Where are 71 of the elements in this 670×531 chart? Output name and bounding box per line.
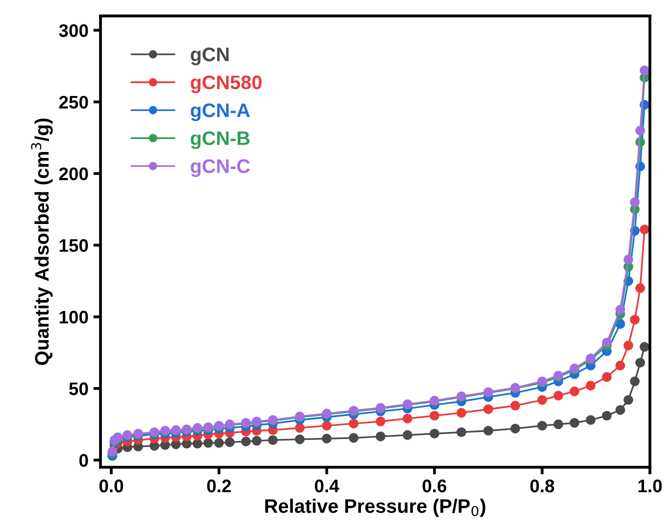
point xyxy=(553,390,564,400)
y-tick-label: 0 xyxy=(79,454,88,467)
point xyxy=(623,395,634,405)
y-tick-label: 50 xyxy=(69,382,88,396)
point xyxy=(348,418,359,428)
x-tick-label: 0.6 xyxy=(422,480,446,492)
point xyxy=(224,437,235,448)
point xyxy=(241,436,251,446)
point xyxy=(635,126,646,136)
y-tick-label: 300 xyxy=(58,24,88,38)
point xyxy=(630,197,640,208)
point xyxy=(430,428,440,438)
x-tick-label: 0.8 xyxy=(530,480,554,492)
x-tick-label: 0.2 xyxy=(207,480,231,492)
point xyxy=(376,432,386,442)
point xyxy=(252,436,262,446)
point xyxy=(623,340,634,350)
point xyxy=(348,433,359,443)
point xyxy=(615,304,626,315)
point xyxy=(602,410,612,421)
x-tick-label: 0.0 xyxy=(99,480,124,492)
point xyxy=(570,418,580,428)
point xyxy=(322,420,332,431)
legend-label: gCN580 xyxy=(190,75,262,94)
y-tick-label: 150 xyxy=(60,239,88,252)
point xyxy=(376,416,386,426)
point xyxy=(635,283,646,294)
point xyxy=(640,224,650,234)
point xyxy=(483,404,494,414)
point xyxy=(586,415,596,425)
y-tick-label: 250 xyxy=(59,96,88,109)
point xyxy=(322,434,332,444)
point xyxy=(268,435,278,445)
point xyxy=(623,254,634,264)
legend-label: gCN-C xyxy=(190,159,250,177)
point xyxy=(640,342,650,352)
y-axis-title: Quantity Adsorbed (cm$^{3}$/g) xyxy=(31,118,53,365)
point xyxy=(586,380,596,390)
point xyxy=(456,427,466,438)
y-tick-label: 100 xyxy=(60,310,88,324)
point xyxy=(294,434,305,444)
point xyxy=(456,408,466,418)
legend-label: gCN-B xyxy=(190,131,250,150)
point xyxy=(214,438,224,448)
point xyxy=(483,426,494,436)
point xyxy=(402,430,412,440)
point xyxy=(602,372,612,382)
point xyxy=(510,400,520,411)
y-tick-label: 200 xyxy=(59,167,88,180)
point xyxy=(630,376,640,386)
point xyxy=(510,424,520,434)
x-tick-label: 0.4 xyxy=(314,480,340,492)
x-axis-title: Relative Pressure (P/P$_{0}$) xyxy=(265,498,486,517)
legend-label: gCN-A xyxy=(190,103,250,122)
point xyxy=(635,358,646,368)
point xyxy=(615,360,626,370)
x-tick-label: 1.0 xyxy=(638,480,662,492)
point xyxy=(537,420,548,431)
point xyxy=(640,66,650,76)
point xyxy=(430,410,440,421)
point xyxy=(570,386,580,396)
point xyxy=(630,314,640,325)
point xyxy=(203,438,214,448)
point xyxy=(402,414,412,424)
point xyxy=(537,395,548,405)
point xyxy=(553,419,564,430)
point xyxy=(192,438,202,448)
point xyxy=(615,405,626,415)
legend-label: gCN xyxy=(190,48,229,66)
point xyxy=(602,338,612,348)
point xyxy=(294,423,305,433)
